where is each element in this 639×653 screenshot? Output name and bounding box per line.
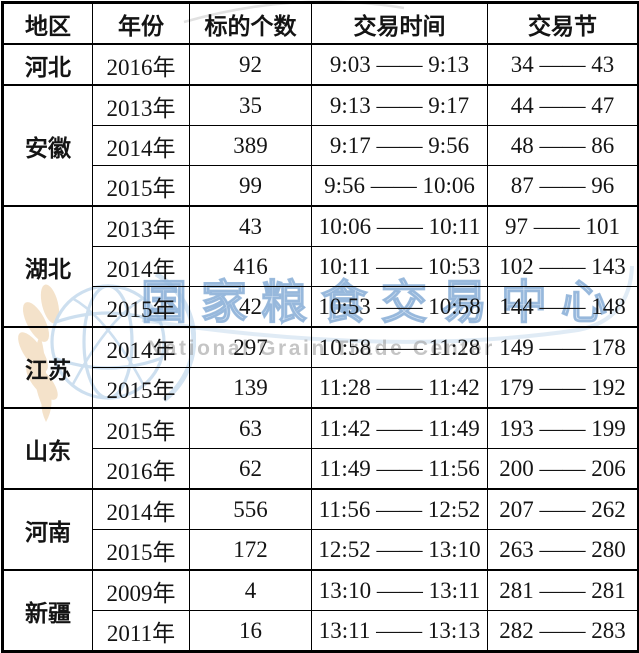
trade-time-cell: 11:56 —— 12:52	[311, 488, 488, 530]
table-row: 江苏 2014年 297 10:58 —— 11:28 149 —— 178	[2, 326, 639, 409]
table-row: 2014年 416 10:11 —— 10:53 102 —— 143	[3, 246, 639, 287]
column-header: 地区	[2, 2, 93, 45]
trade-session-cell: 179 —— 192	[487, 367, 639, 409]
target-count-cell: 16	[189, 610, 312, 652]
table-row: 2015年 139 11:28 —— 11:42 179 —— 192	[3, 367, 639, 409]
trade-session-cell: 97 —— 101	[487, 205, 639, 247]
target-count-cell: 43	[189, 205, 312, 247]
year-cell: 2014年	[92, 246, 190, 287]
table-row: 2015年 172 12:52 —— 13:10 263 —— 280	[3, 529, 639, 571]
trade-time-cell: 13:11 —— 13:13	[311, 610, 488, 652]
year-cell: 2013年	[92, 205, 190, 247]
region-cell: 江苏	[2, 326, 93, 409]
year-cell: 2009年	[92, 569, 190, 611]
target-count-cell: 92	[189, 43, 312, 86]
table-row: 2016年 62 11:49 —— 11:56 200 —— 206	[3, 448, 639, 490]
trade-session-cell: 149 —— 178	[487, 326, 639, 368]
trade-time-cell: 9:03 —— 9:13	[311, 43, 488, 86]
target-count-cell: 63	[189, 407, 312, 449]
year-cell: 2014年	[92, 125, 190, 166]
trade-time-cell: 9:56 —— 10:06	[311, 165, 488, 207]
year-cell: 2015年	[92, 367, 190, 409]
target-count-cell: 172	[189, 529, 312, 571]
year-cell: 2015年	[92, 286, 190, 328]
year-cell: 2015年	[92, 529, 190, 571]
target-count-cell: 416	[189, 246, 312, 287]
target-count-cell: 139	[189, 367, 312, 409]
table-row: 2011年 16 13:11 —— 13:13 282 —— 283	[3, 610, 639, 652]
table-row: 安徽 2013年 35 9:13 —— 9:17 44 —— 47	[2, 84, 639, 207]
target-count-cell: 4	[189, 569, 312, 611]
table-row: 2015年 42 10:53 —— 10:58 144 —— 148	[3, 286, 639, 328]
trade-time-cell: 11:42 —— 11:49	[311, 407, 488, 449]
year-cell: 2011年	[92, 610, 190, 652]
trade-time-cell: 11:49 —— 11:56	[311, 448, 488, 490]
trade-session-cell: 193 —— 199	[487, 407, 639, 449]
trade-time-cell: 10:11 —— 10:53	[311, 246, 488, 287]
table-row: 2014年 389 9:17 —— 9:56 48 —— 86	[3, 125, 639, 166]
trade-session-cell: 282 —— 283	[487, 610, 639, 652]
trade-session-cell: 281 —— 281	[487, 569, 639, 611]
trade-time-cell: 9:13 —— 9:17	[311, 84, 488, 126]
year-cell: 2013年	[92, 84, 190, 126]
region-cell: 河北	[2, 43, 93, 86]
trade-time-cell: 9:17 —— 9:56	[311, 125, 488, 166]
table-row: 河北 2016年 92 9:03 —— 9:13 34 —— 43	[2, 43, 639, 86]
target-count-cell: 99	[189, 165, 312, 207]
target-count-cell: 389	[189, 125, 312, 166]
year-cell: 2016年	[92, 448, 190, 490]
trade-time-cell: 13:10 —— 13:11	[311, 569, 488, 611]
trade-time-cell: 10:58 —— 11:28	[311, 326, 488, 368]
trade-session-cell: 207 —— 262	[487, 488, 639, 530]
table-row: 山东 2015年 63 11:42 —— 11:49 193 —— 199	[2, 407, 639, 490]
target-count-cell: 42	[189, 286, 312, 328]
region-cell: 湖北	[2, 205, 93, 328]
column-header: 标的个数	[189, 2, 312, 45]
trade-session-cell: 200 —— 206	[487, 448, 639, 490]
trade-session-cell: 102 —— 143	[487, 246, 639, 287]
trade-time-cell: 12:52 —— 13:10	[311, 529, 488, 571]
region-cell: 山东	[2, 407, 93, 490]
table-row: 新疆 2009年 4 13:10 —— 13:11 281 —— 281	[2, 569, 639, 652]
trade-session-cell: 144 —— 148	[487, 286, 639, 328]
region-cell: 安徽	[2, 84, 93, 207]
region-cell: 新疆	[2, 569, 93, 652]
year-cell: 2016年	[92, 43, 190, 86]
table-header-row: 地区 年份 标的个数 交易时间 交易节	[2, 2, 639, 45]
year-cell: 2014年	[92, 488, 190, 530]
target-count-cell: 35	[189, 84, 312, 126]
target-count-cell: 297	[189, 326, 312, 368]
target-count-cell: 556	[189, 488, 312, 530]
region-cell: 河南	[2, 488, 93, 571]
column-header: 交易时间	[311, 2, 488, 45]
trade-session-cell: 87 —— 96	[487, 165, 639, 207]
trade-session-cell: 263 —— 280	[487, 529, 639, 571]
year-cell: 2015年	[92, 407, 190, 449]
year-cell: 2014年	[92, 326, 190, 368]
trade-session-cell: 48 —— 86	[487, 125, 639, 166]
trade-session-cell: 44 —— 47	[487, 84, 639, 126]
target-count-cell: 62	[189, 448, 312, 490]
table-row: 2015年 99 9:56 —— 10:06 87 —— 96	[3, 165, 639, 207]
trade-time-cell: 10:06 —— 10:11	[311, 205, 488, 247]
column-header: 交易节	[487, 2, 639, 45]
year-cell: 2015年	[92, 165, 190, 207]
table-row: 河南 2014年 556 11:56 —— 12:52 207 —— 262	[2, 488, 639, 571]
column-header: 年份	[92, 2, 190, 45]
trade-time-cell: 10:53 —— 10:58	[311, 286, 488, 328]
trade-session-cell: 34 —— 43	[487, 43, 639, 86]
trade-time-cell: 11:28 —— 11:42	[311, 367, 488, 409]
table-row: 湖北 2013年 43 10:06 —— 10:11 97 —— 101	[2, 205, 639, 328]
